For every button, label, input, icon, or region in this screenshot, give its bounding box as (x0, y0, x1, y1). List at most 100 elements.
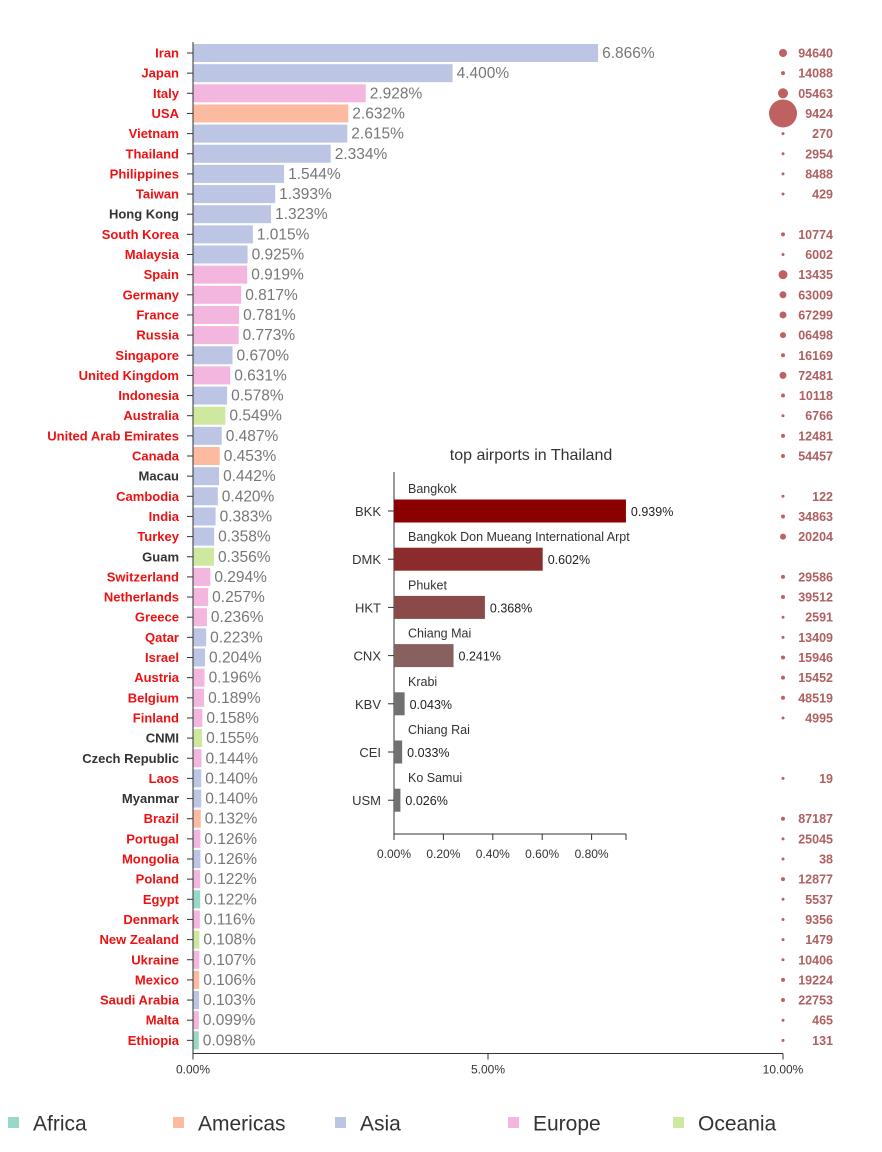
bubble-29 (781, 635, 785, 639)
country-label-2: Italy (153, 86, 180, 101)
number-label-26: 29586 (798, 570, 833, 584)
bubble-44 (781, 938, 785, 942)
bubble-16 (779, 371, 787, 379)
bar-25 (193, 547, 215, 566)
bubble-13 (779, 311, 787, 319)
legend-label-americas: Americas (198, 1113, 286, 1136)
bubble-41 (781, 877, 785, 882)
country-label-48: Malta (146, 1013, 180, 1028)
number-label-19: 12481 (798, 429, 833, 443)
bubble-48 (781, 1018, 785, 1022)
number-label-32: 48519 (798, 691, 833, 705)
bubble-27 (781, 595, 785, 600)
legend-swatch-africa (8, 1117, 19, 1128)
country-label-42: Egypt (143, 892, 180, 907)
bubble-33 (781, 716, 785, 720)
country-label-6: Philippines (110, 166, 179, 181)
country-label-35: Czech Republic (82, 751, 179, 766)
pct-label-44: 0.108% (203, 932, 256, 949)
airport-bar-5 (394, 740, 403, 764)
country-label-14: Russia (136, 328, 179, 343)
pct-label-15: 0.670% (237, 347, 290, 364)
main-bar-chart: Iran 6.866% Japan 4.400% Italy 2.928% USA 2.632… (47, 42, 804, 1077)
country-label-0: Iran (155, 46, 179, 61)
number-label-30: 15946 (798, 651, 833, 665)
country-label-17: Indonesia (118, 388, 179, 403)
bubble-column: 94640 14088 05463 9424 270 2954 8488 429 10774 60… (769, 47, 833, 1048)
number-label-7: 429 (812, 188, 833, 202)
bubble-5 (781, 152, 785, 156)
bar-19 (193, 426, 222, 445)
bar-0 (193, 44, 599, 62)
bar-41 (193, 870, 201, 889)
bar-48 (193, 1011, 199, 1030)
bubble-49 (781, 1038, 785, 1042)
bubble-28 (781, 615, 785, 619)
bubble-6 (781, 172, 785, 176)
pct-label-3: 2.632% (352, 105, 405, 122)
bar-3 (193, 104, 349, 123)
bar-40 (193, 850, 201, 868)
number-label-33: 4995 (805, 711, 833, 725)
country-label-5: Thailand (126, 146, 180, 161)
pct-label-16: 0.631% (234, 367, 287, 384)
number-label-4: 270 (812, 127, 833, 141)
airport-pct-5: 0.033% (407, 746, 449, 760)
country-label-38: Brazil (144, 811, 179, 826)
country-label-45: Ukraine (131, 952, 179, 967)
pct-label-6: 1.544% (288, 166, 341, 183)
inset-airport-chart: top airports in Thailand 0.00% 0.20% 0.40% 0… (352, 447, 673, 861)
bar-37 (193, 789, 202, 808)
country-label-46: Mexico (135, 972, 179, 987)
pct-label-20: 0.453% (224, 448, 277, 465)
country-label-25: Guam (142, 549, 179, 564)
bubble-20 (781, 454, 785, 458)
pct-label-36: 0.140% (205, 770, 258, 787)
pct-label-2: 2.928% (370, 85, 423, 102)
bar-16 (193, 366, 231, 385)
bar-27 (193, 588, 209, 607)
number-label-48: 465 (812, 1014, 833, 1028)
pct-label-8: 1.323% (275, 206, 328, 223)
legend-swatch-asia (335, 1117, 346, 1128)
bubble-38 (781, 816, 785, 821)
number-label-1: 14088 (798, 67, 833, 81)
number-label-31: 15452 (798, 671, 833, 685)
country-label-47: Saudi Arabia (100, 993, 180, 1008)
number-label-38: 87187 (798, 812, 833, 826)
pct-label-4: 2.615% (351, 126, 404, 143)
airport-name-1: Bangkok Don Mueang International Arpt (408, 530, 630, 544)
country-label-36: Laos (149, 771, 179, 786)
inset-x-tick-label-3: 0.60% (525, 847, 559, 861)
pct-label-22: 0.420% (222, 488, 275, 505)
bubble-2 (778, 88, 788, 99)
airport-pct-0: 0.939% (631, 505, 673, 519)
pct-label-18: 0.549% (229, 408, 282, 425)
number-label-5: 2954 (805, 147, 833, 161)
bar-36 (193, 769, 202, 788)
pct-label-47: 0.103% (203, 992, 256, 1009)
country-label-33: Finland (133, 710, 179, 725)
country-label-3: USA (152, 106, 180, 121)
bar-1 (193, 64, 453, 83)
x-tick-label-2: 10.00% (763, 1063, 804, 1077)
bar-8 (193, 205, 272, 224)
pct-label-7: 1.393% (279, 186, 332, 203)
number-label-47: 22753 (798, 994, 833, 1008)
legend-label-oceania: Oceania (698, 1113, 777, 1136)
number-label-43: 9356 (805, 913, 833, 927)
bar-39 (193, 829, 201, 848)
number-label-28: 2591 (805, 611, 833, 625)
country-label-32: Belgium (128, 690, 179, 705)
airport-name-3: Chiang Mai (408, 627, 471, 641)
pct-label-24: 0.358% (218, 529, 271, 546)
airport-name-0: Bangkok (408, 482, 457, 496)
bar-20 (193, 447, 220, 465)
bar-23 (193, 507, 216, 526)
airport-pct-6: 0.026% (405, 794, 447, 808)
bubble-7 (781, 192, 785, 196)
airport-code-1: DMK (352, 552, 381, 567)
country-label-29: Qatar (145, 630, 179, 645)
airport-bar-1 (394, 547, 543, 571)
number-label-13: 67299 (798, 308, 833, 322)
